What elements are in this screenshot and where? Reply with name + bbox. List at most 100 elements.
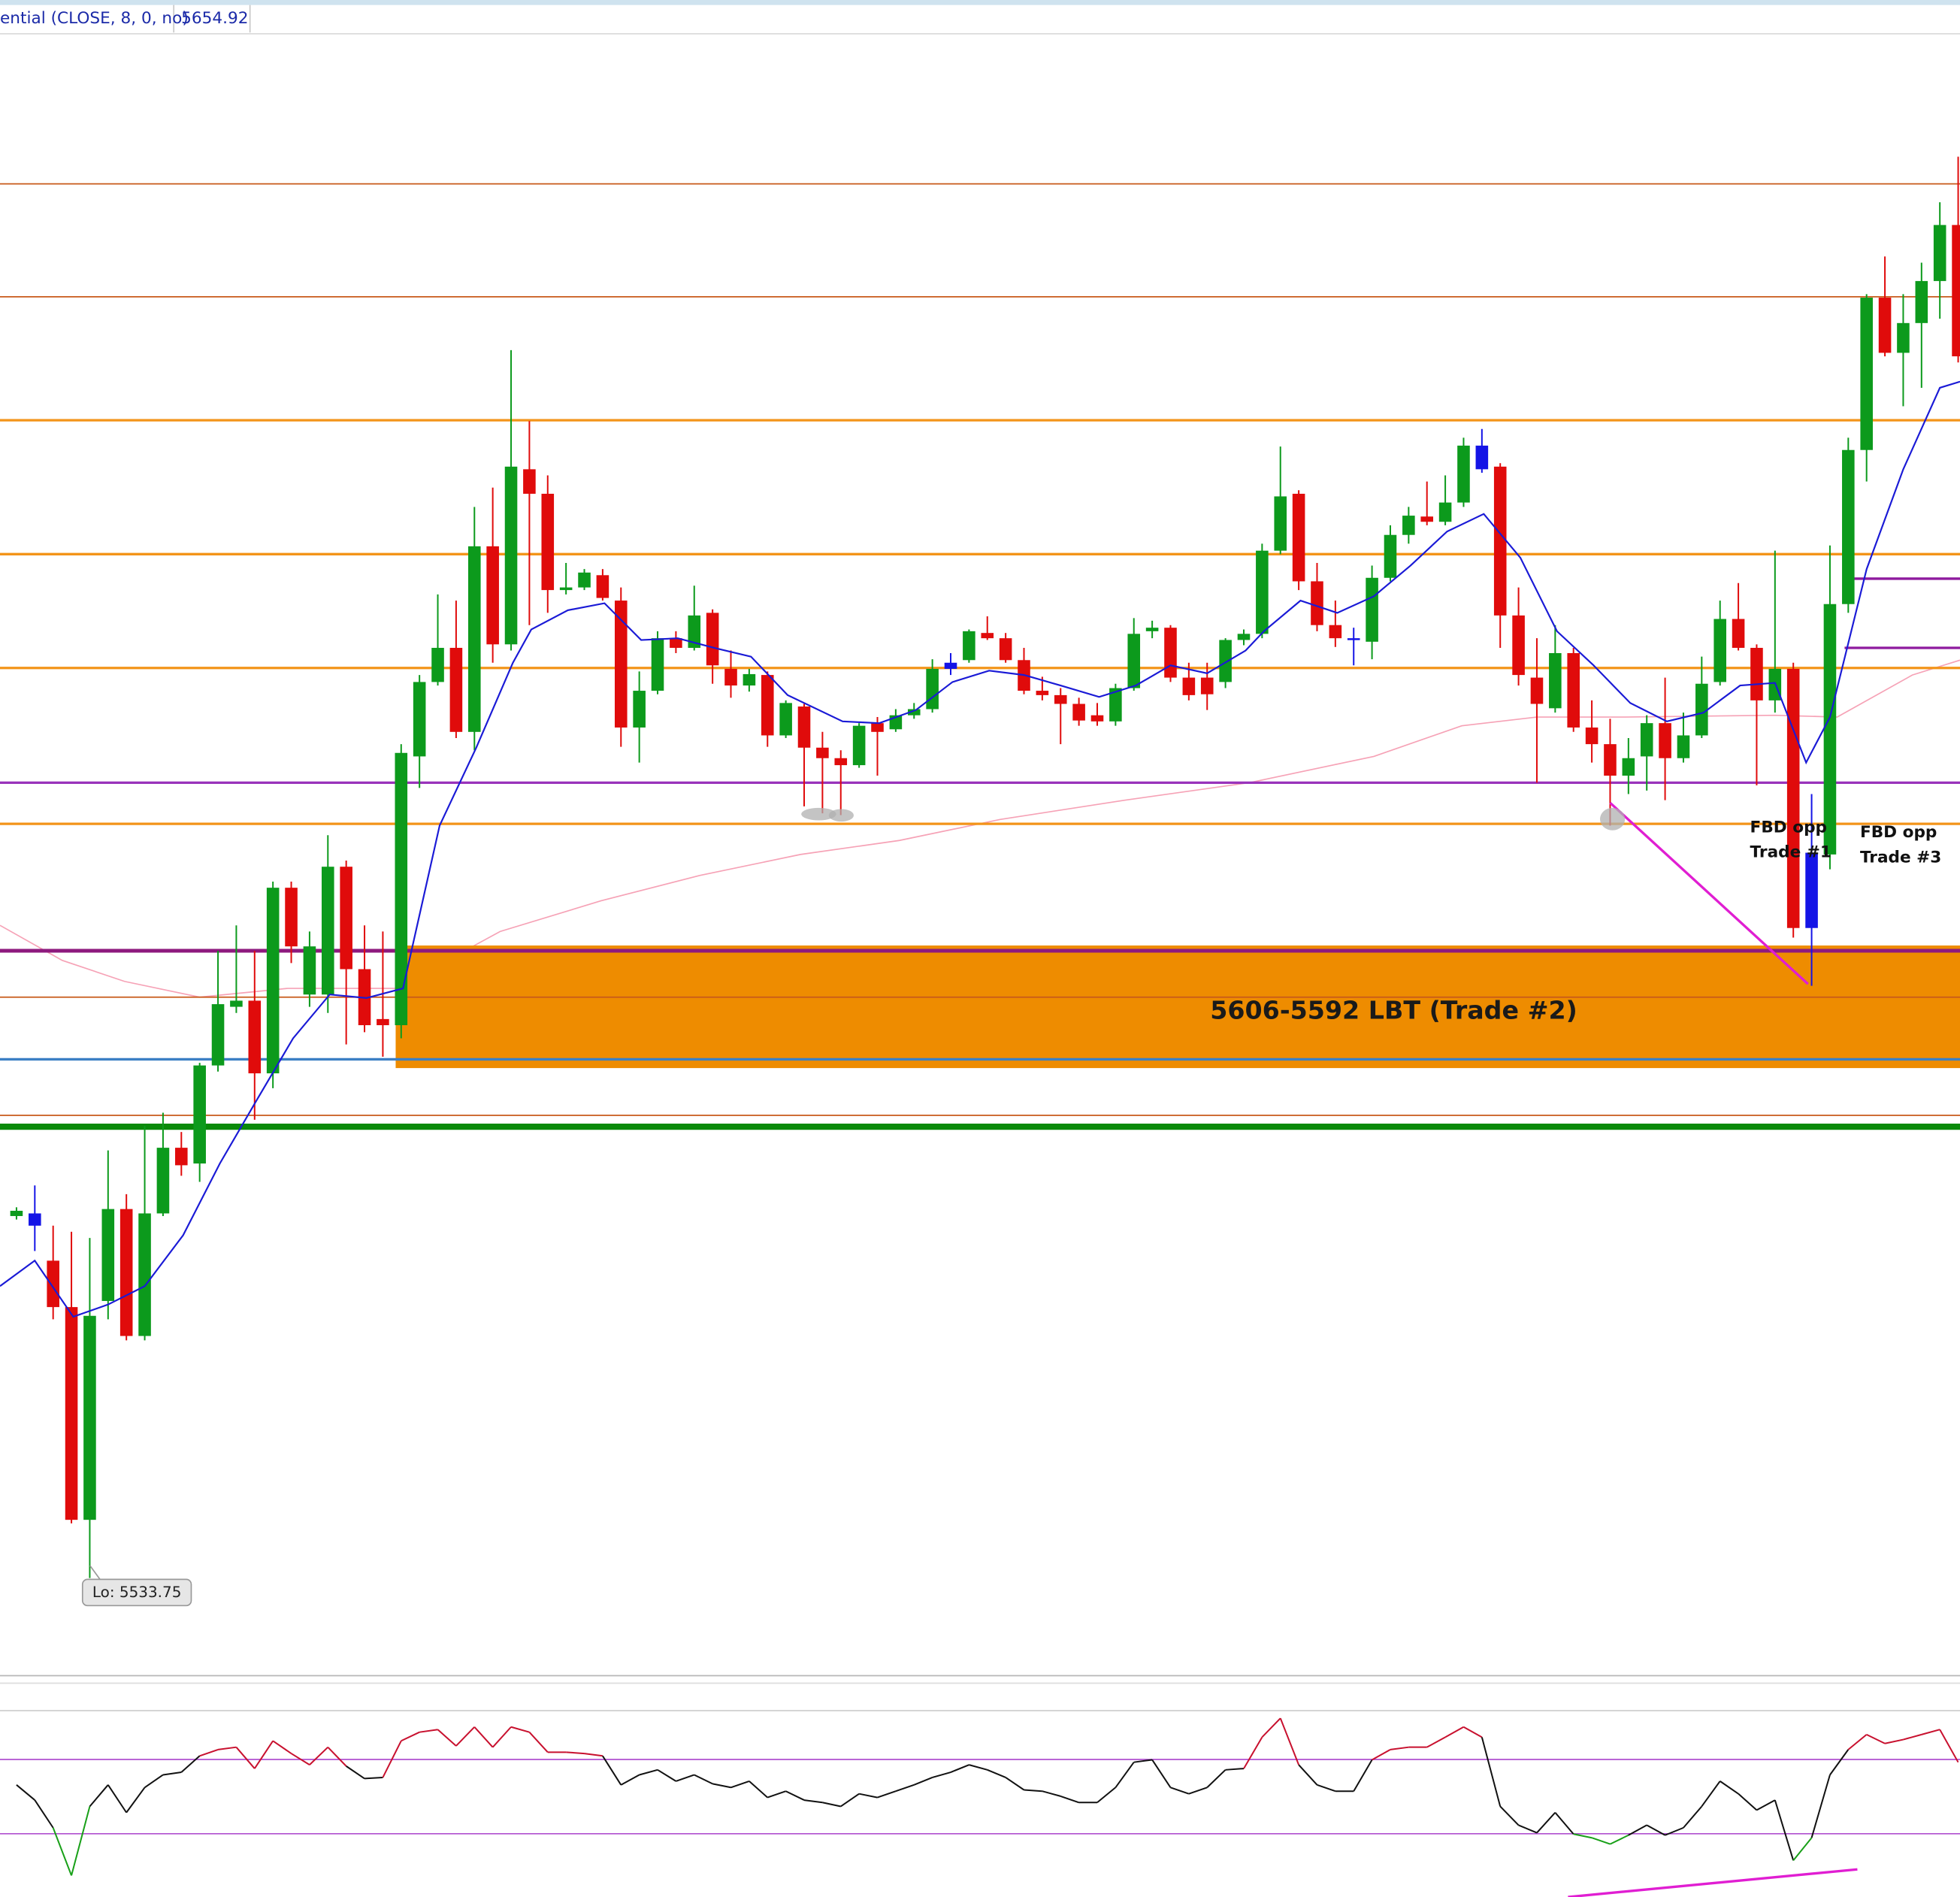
candle-body (47, 1260, 59, 1308)
candle-body (211, 1004, 225, 1066)
oscillator-segment (401, 1731, 420, 1742)
oscillator-segment (364, 1776, 383, 1780)
marker (1599, 807, 1626, 831)
candle-body (761, 675, 774, 736)
candle-body (1878, 298, 1892, 353)
oscillator-segment (1884, 1738, 1904, 1744)
candle-body (230, 1000, 243, 1007)
oscillator-segment (419, 1729, 438, 1733)
oscillator-segment (602, 1755, 622, 1786)
candle-body (1915, 280, 1928, 323)
candle-body (1713, 619, 1726, 682)
oscillator-segment (895, 1784, 915, 1793)
callout-box (81, 1578, 192, 1607)
oscillator-segment (1628, 1824, 1647, 1836)
candle-body (1933, 225, 1946, 281)
candle-body (340, 867, 352, 970)
top-strip (0, 0, 1960, 5)
candle-body (1823, 604, 1837, 855)
candle-body (541, 493, 555, 591)
candle-body (1292, 493, 1305, 582)
oscillator-segment (327, 1746, 347, 1767)
oscillator-segment (253, 1740, 274, 1769)
candle-body (1750, 647, 1763, 700)
candle-body (486, 546, 499, 645)
indicator-value: 5654.92 (181, 9, 248, 28)
candle-body (83, 1315, 96, 1520)
oscillator-segment (1738, 1793, 1758, 1811)
candle-body (1145, 628, 1159, 631)
candle-body (101, 1209, 115, 1301)
oscillator-segment (346, 1765, 365, 1780)
oscillator-segment (1225, 1768, 1245, 1771)
candle-body (578, 572, 591, 588)
candle-body (1384, 534, 1397, 578)
annotation: FBD opp (1860, 823, 1937, 842)
overlay-line (1568, 1868, 1858, 1897)
candle-body (1274, 496, 1287, 551)
oscillator-segment (712, 1783, 731, 1789)
oscillator-segment (89, 1784, 109, 1808)
oscillator-segment (1115, 1762, 1135, 1788)
oscillator-segment (1372, 1749, 1391, 1761)
candle-body (999, 638, 1012, 661)
oscillator-segment (1151, 1759, 1172, 1788)
oscillator-segment (1921, 1729, 1940, 1735)
oscillator-segment (803, 1799, 823, 1804)
candle-body (1457, 445, 1470, 503)
oscillator-segment (1042, 1790, 1061, 1797)
candle-body (1402, 516, 1415, 535)
oscillator-segment (785, 1790, 805, 1801)
candle-body (559, 587, 573, 591)
oscillator-segment (1536, 1811, 1556, 1834)
zone (395, 945, 1960, 1069)
oscillator-segment (1554, 1811, 1574, 1835)
oscillator-segment (217, 1746, 237, 1750)
candle-body (266, 888, 280, 1074)
oscillator-segment (1810, 1774, 1831, 1838)
oscillator-segment (1279, 1717, 1300, 1765)
candle-body (1659, 723, 1671, 758)
candle-body (1182, 677, 1196, 695)
candle-body (1366, 577, 1378, 642)
candle-body (1311, 581, 1323, 625)
annotation: FBD opp (1750, 818, 1827, 837)
oscillator-segment (1261, 1717, 1281, 1738)
candle-body (29, 1213, 41, 1226)
oscillator-segment (1444, 1726, 1464, 1738)
candle-body (467, 546, 481, 732)
oscillator-segment (1096, 1787, 1116, 1804)
oscillator-segment (1499, 1805, 1520, 1826)
oscillator-segment (1665, 1826, 1684, 1836)
oscillator-segment (528, 1732, 549, 1753)
candle-body (907, 709, 921, 716)
candle-body (138, 1213, 151, 1336)
candle-body (248, 1000, 262, 1074)
oscillator-segment (455, 1726, 475, 1747)
oscillator-segment (34, 1799, 54, 1829)
oscillator-segment (913, 1777, 933, 1786)
callout-line (89, 1565, 101, 1580)
candle-body (1256, 550, 1269, 634)
oscillator-segment (510, 1726, 530, 1733)
candle-body (614, 601, 628, 728)
candle-body (1200, 677, 1214, 694)
candle-body (1530, 677, 1544, 704)
candle-body (1164, 628, 1177, 678)
candle-body (303, 946, 316, 995)
oscillator-segment (950, 1764, 969, 1773)
candle-body (1622, 758, 1635, 776)
candle-body (706, 613, 719, 666)
candle-body (1640, 723, 1653, 757)
oscillator-segment (382, 1740, 402, 1778)
candle-body (504, 466, 518, 645)
oscillator-segment (1829, 1749, 1850, 1776)
oscillator-segment (126, 1787, 146, 1814)
candle-body (1347, 638, 1360, 640)
candle-body (1732, 619, 1745, 648)
oscillator-segment (1610, 1834, 1629, 1845)
oscillator-segment (694, 1774, 713, 1785)
oscillator-segment (492, 1726, 512, 1748)
candle-body (1420, 516, 1434, 522)
